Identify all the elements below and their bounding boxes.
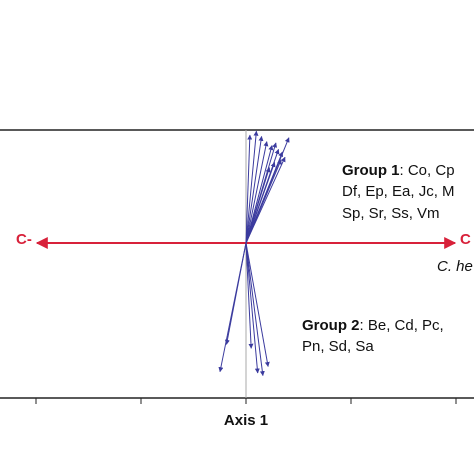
group1-label: Group 1: Co, Cp	[342, 162, 455, 179]
group2-line2: Pn, Sd, Sa	[302, 338, 374, 355]
group1-line2: Df, Ep, Ea, Jc, M	[342, 183, 455, 200]
group2-line1: : Be, Cd, Pc,	[360, 317, 444, 334]
group2-vector	[245, 242, 270, 367]
group1-line3: Sp, Sr, Ss, Vm	[342, 205, 440, 222]
group2-vector	[245, 242, 254, 349]
c-neg-label: C-	[16, 231, 32, 248]
species-label: C. he	[437, 258, 473, 275]
group1-vector	[245, 134, 253, 244]
plot-frame	[0, 129, 474, 399]
x-axis-title: Axis 1	[224, 412, 268, 429]
species-vectors	[218, 130, 290, 377]
group1-name: Group 1	[342, 162, 400, 179]
group1-line1: : Co, Cp	[400, 162, 455, 179]
group2-vector	[245, 242, 260, 374]
group1-vector	[245, 141, 269, 244]
group1-vector	[245, 161, 276, 244]
group1-vector	[245, 130, 259, 244]
x-axis-ticks	[35, 398, 457, 404]
c-pos-label: C	[460, 231, 471, 248]
group1-vector	[245, 167, 271, 244]
group2-label: Group 2: Be, Cd, Pc,	[302, 317, 444, 334]
group1-vector	[245, 135, 264, 244]
group2-name: Group 2	[302, 317, 360, 334]
group2-vector	[245, 242, 265, 377]
group2-vector	[224, 242, 247, 345]
group1-vector	[245, 159, 282, 244]
